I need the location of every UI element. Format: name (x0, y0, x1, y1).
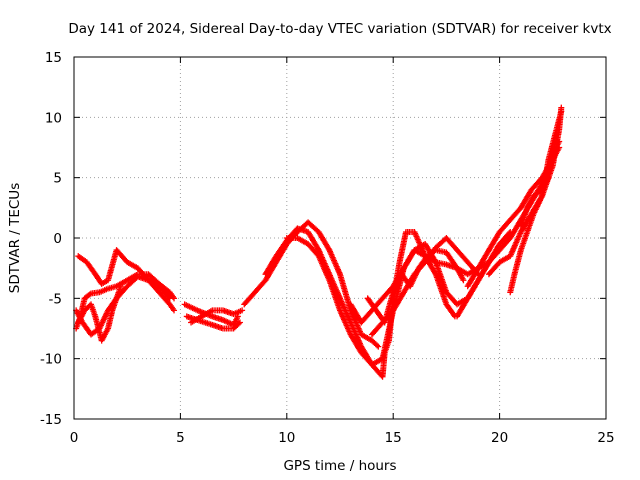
y-tick-label: -15 (40, 412, 62, 428)
series-track-17 (507, 108, 565, 296)
x-tick-label: 20 (491, 430, 508, 446)
x-tick-label: 15 (385, 430, 402, 446)
series-track-3 (75, 247, 173, 302)
series-markers (368, 235, 482, 338)
series-track-13 (368, 235, 482, 338)
axis-ticks: 0 5 10 15 20 25 -15 -10 -5 0 5 10 15 (40, 50, 615, 446)
data-series (73, 104, 565, 380)
y-tick-label: 0 (53, 231, 62, 247)
series-track-18 (517, 174, 552, 229)
x-tick-label: 25 (597, 430, 614, 446)
series-track-4 (75, 283, 124, 344)
series-markers (75, 283, 124, 344)
x-axis-label: GPS time / hours (283, 458, 396, 474)
x-tick-label: 5 (176, 430, 185, 446)
series-markers (507, 108, 565, 296)
y-tick-label: 10 (45, 110, 62, 126)
x-tick-label: 0 (70, 430, 79, 446)
series-track-1 (73, 271, 178, 332)
plot-frame (73, 56, 607, 420)
series-markers (73, 271, 178, 332)
x-tick-label: 10 (278, 430, 295, 446)
series-track-7 (188, 307, 246, 326)
series-markers (75, 247, 173, 302)
y-tick-label: -10 (40, 352, 62, 368)
y-tick-label: 15 (45, 50, 62, 66)
series-markers (188, 307, 246, 326)
y-axis-label: SDTVAR / TECUs (7, 183, 23, 293)
y-tick-label: 5 (53, 171, 62, 187)
chart-title: Day 141 of 2024, Sidereal Day-to-day VTE… (68, 21, 611, 37)
series-markers (517, 174, 552, 229)
y-tick-label: -5 (49, 291, 62, 307)
